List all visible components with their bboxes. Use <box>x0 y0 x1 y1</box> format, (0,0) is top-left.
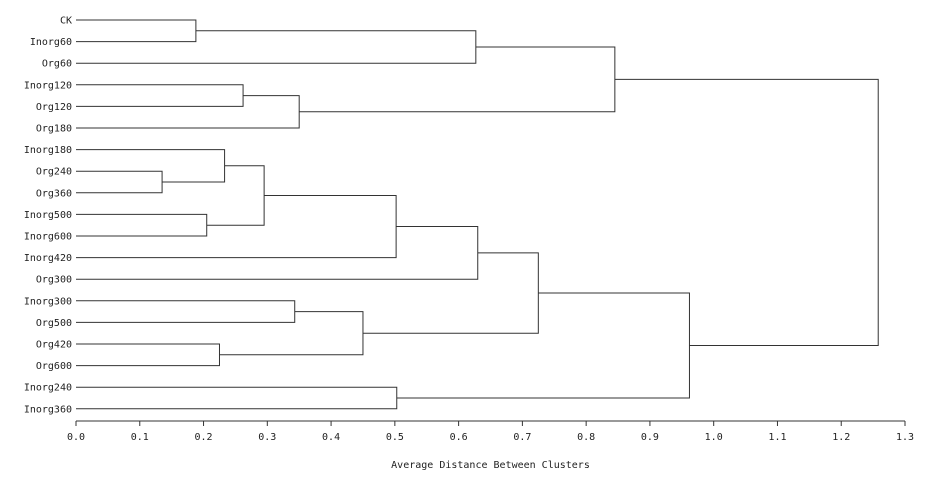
x-tick-label: 1.3 <box>896 432 914 443</box>
dendrogram-link-m6 <box>76 170 163 194</box>
dendrogram-link-m3 <box>76 84 244 107</box>
x-tick-label: 0.1 <box>131 432 149 443</box>
leaf-label: Org120 <box>36 102 72 113</box>
x-tick-label: 0.0 <box>67 432 85 443</box>
dendrogram-link-m15 <box>362 252 539 334</box>
leaf-label: Inorg600 <box>24 232 72 243</box>
leaf-label: Org420 <box>36 340 72 351</box>
x-tick-label: 1.2 <box>832 432 850 443</box>
x-tick-label: 0.2 <box>195 432 213 443</box>
leaf-label: Org240 <box>36 167 72 178</box>
x-tick-label: 0.6 <box>450 432 468 443</box>
x-tick-label: 1.0 <box>705 432 723 443</box>
leaf-label: Org60 <box>42 59 72 70</box>
leaf-label: Inorg500 <box>24 210 72 221</box>
leaf-label: Org500 <box>36 318 72 329</box>
dendrogram-link-m8 <box>76 213 208 237</box>
x-tick-label: 0.4 <box>322 432 340 443</box>
dendrogram-link-m5 <box>299 46 616 113</box>
dendrogram-link-m10 <box>76 195 397 259</box>
dendrogram-link-m11 <box>76 226 479 280</box>
dendrogram-link-m18 <box>614 78 879 347</box>
leaf-label: Inorg60 <box>30 37 72 48</box>
x-tick-label: 0.8 <box>577 432 595 443</box>
leaf-labels: CK Inorg60 Org60 Inorg120 Org120 Org180 Inorg1… <box>24 16 72 416</box>
dendrogram-links <box>76 19 879 410</box>
leaf-label: CK <box>60 16 72 27</box>
leaf-label: Org180 <box>36 124 72 135</box>
dendrogram-link-m2 <box>76 30 477 64</box>
leaf-label: Inorg300 <box>24 296 72 307</box>
leaf-label: Inorg360 <box>24 404 72 415</box>
dendrogram-link-m1 <box>76 19 197 43</box>
leaf-label: Org360 <box>36 188 72 199</box>
dendrogram-link-m17 <box>396 292 690 399</box>
leaf-label: Inorg120 <box>24 80 72 91</box>
leaf-label: Inorg180 <box>24 145 72 156</box>
leaf-label: Org300 <box>36 275 72 286</box>
leaf-label: Org600 <box>36 361 72 372</box>
x-axis-title: Average Distance Between Clusters <box>391 460 590 471</box>
dendrogram-link-m14 <box>219 311 364 356</box>
dendrogram-link-m7 <box>76 149 226 183</box>
x-axis: 0.0 0.1 0.2 0.3 0.4 0.5 0.6 0.7 0.8 0.9 1.0 1.1 1.2 1… <box>67 420 914 443</box>
x-tick-label: 1.1 <box>768 432 786 443</box>
x-tick-label: 0.5 <box>386 432 404 443</box>
x-ticks: 0.0 0.1 0.2 0.3 0.4 0.5 0.6 0.7 0.8 0.9 1.0 1.1 1.2 1… <box>67 421 914 443</box>
dendrogram-link-m9 <box>206 165 265 226</box>
dendrogram-link-m12 <box>76 300 296 323</box>
leaf-label: Inorg240 <box>24 383 72 394</box>
x-tick-label: 0.7 <box>513 432 531 443</box>
x-tick-label: 0.3 <box>258 432 276 443</box>
dendrogram-link-m16 <box>76 386 398 410</box>
leaf-label: Inorg420 <box>24 253 72 264</box>
dendrogram-link-m13 <box>76 343 220 367</box>
x-tick-label: 0.9 <box>641 432 659 443</box>
dendrogram-link-m4 <box>76 95 300 129</box>
